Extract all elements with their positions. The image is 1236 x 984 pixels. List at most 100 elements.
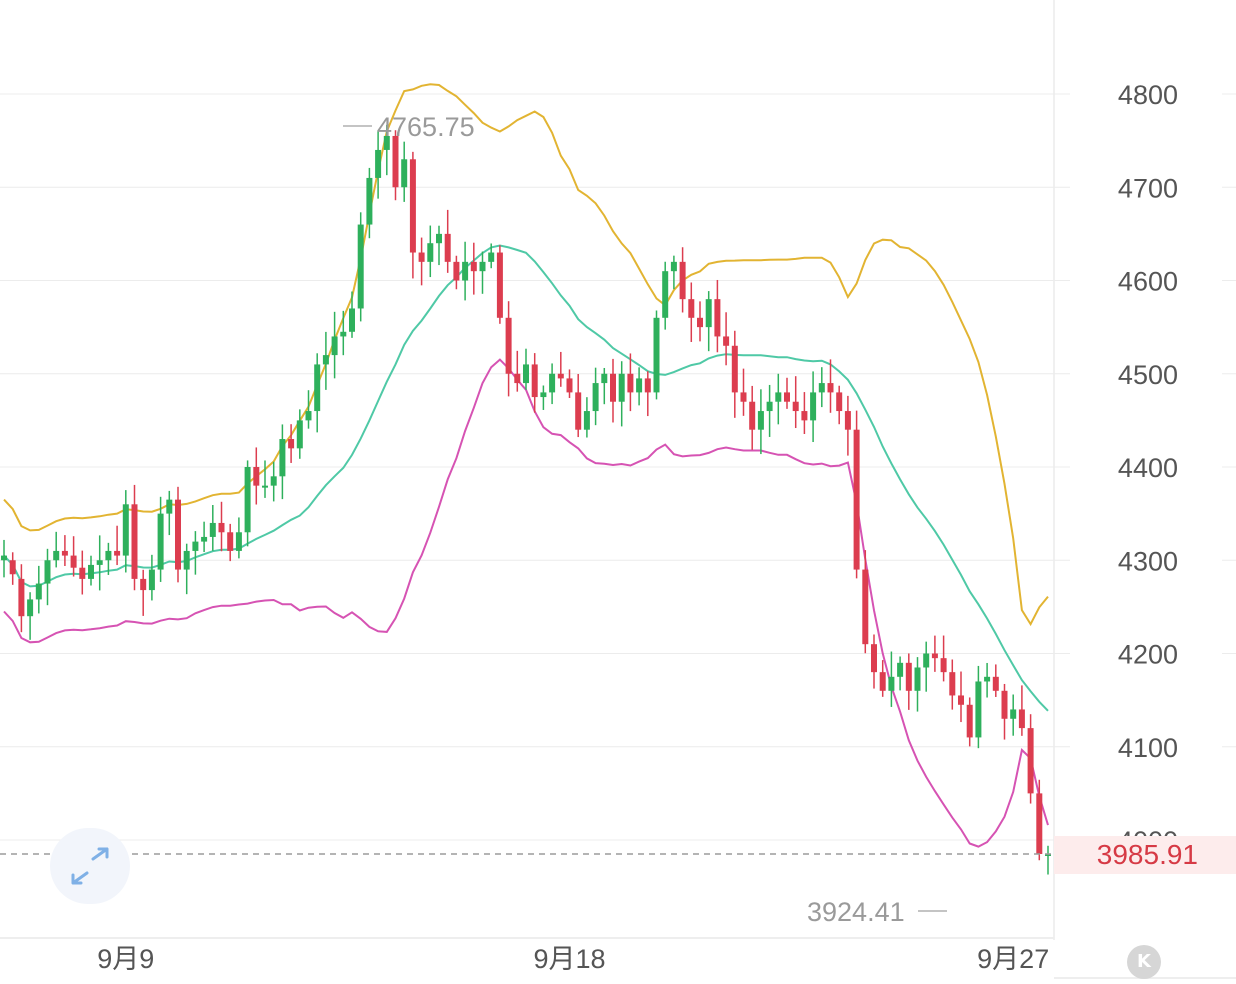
x-tick-label: 9月9 — [97, 944, 154, 974]
candle-body — [453, 261, 460, 281]
candle-body — [496, 252, 503, 318]
candle-body — [227, 532, 234, 551]
candle-body — [575, 392, 582, 430]
low-marker-label: 3924.41 — [807, 897, 905, 927]
candle-body — [853, 429, 860, 570]
candle-body — [1018, 709, 1025, 729]
candle-body — [679, 261, 686, 300]
y-tick-label: 4800 — [1118, 80, 1178, 110]
candle-body — [766, 401, 773, 412]
candle-body — [636, 378, 643, 393]
candle-body — [183, 550, 190, 570]
candle-body — [644, 378, 651, 393]
candle-body — [218, 522, 225, 533]
candle-body — [401, 159, 408, 188]
lower-band-line — [3, 358, 1049, 848]
candle-body — [897, 662, 904, 677]
candle-body — [775, 392, 782, 402]
y-tick-label: 4500 — [1118, 360, 1178, 390]
candle-body — [305, 411, 312, 421]
candle-body — [27, 599, 34, 617]
candle-body — [740, 392, 747, 402]
last-price-label: 3985.91 — [1096, 839, 1198, 870]
candle-body — [531, 364, 538, 398]
candle-body — [357, 224, 364, 309]
candle-body — [931, 653, 938, 659]
candle-body — [836, 392, 843, 412]
candle-body — [757, 411, 764, 430]
candle-body — [340, 331, 347, 337]
candle-body — [314, 364, 321, 412]
candle-body — [505, 317, 512, 374]
candle-body — [731, 345, 738, 393]
candle-body — [488, 252, 495, 262]
candle-body — [114, 550, 121, 556]
y-tick-label: 4200 — [1118, 640, 1178, 670]
candle-body — [984, 676, 991, 682]
candle-body — [436, 233, 442, 244]
candle-body — [949, 672, 956, 696]
candle-body — [244, 467, 251, 533]
candle-body — [653, 317, 660, 393]
candle-body — [958, 695, 964, 705]
candle-body — [827, 383, 834, 393]
candle-body — [470, 261, 477, 272]
candle-body — [296, 420, 303, 449]
candle-body — [270, 476, 277, 486]
candle-body — [157, 513, 164, 570]
candle-body — [9, 560, 16, 575]
candle-body — [818, 383, 825, 393]
candle-body — [418, 252, 425, 262]
candle-body — [592, 383, 599, 412]
expand-chart-button[interactable] — [50, 828, 130, 904]
candle-body — [905, 662, 912, 691]
candle-body — [148, 569, 155, 591]
candle-body — [940, 658, 947, 673]
candle-body — [35, 583, 42, 600]
candle-body — [618, 373, 625, 402]
candle-body — [966, 704, 973, 738]
candle-body — [888, 676, 895, 691]
candle-body — [923, 653, 930, 668]
candle-body — [166, 499, 173, 514]
candle-body — [383, 135, 390, 150]
candle-body — [175, 499, 181, 570]
candle-body — [549, 373, 556, 393]
candle-body — [801, 411, 808, 421]
candle-body — [610, 373, 616, 402]
candle-body — [1036, 793, 1043, 854]
candle-body — [670, 261, 677, 272]
high-marker-label: 4765.75 — [377, 112, 475, 142]
candle-body — [975, 681, 982, 738]
candle-body — [662, 271, 669, 318]
expand-arrows-icon — [71, 847, 109, 885]
middle-band-line — [3, 244, 1049, 712]
candle-body — [331, 336, 338, 356]
candle-body — [253, 467, 260, 486]
candle-body — [862, 569, 869, 645]
candle-body — [262, 485, 268, 488]
candle-body — [583, 411, 590, 430]
candle-body — [810, 392, 817, 421]
candle-body — [514, 373, 521, 384]
collapse-panel-icon[interactable]: K — [1127, 945, 1161, 979]
candle-body — [914, 667, 921, 691]
candle-body — [1001, 690, 1008, 719]
last-price-tag — [1054, 836, 1236, 874]
candle-body — [322, 355, 329, 365]
y-tick-label: 4700 — [1118, 173, 1178, 203]
candle-body — [714, 299, 721, 337]
candle-body — [479, 261, 486, 272]
candle-body — [566, 378, 573, 393]
candle-body — [53, 550, 60, 561]
candle-body — [61, 550, 68, 556]
candle-body — [871, 644, 877, 673]
candle-body — [627, 373, 634, 393]
candle-body — [697, 317, 703, 328]
candle-body — [70, 555, 77, 568]
y-tick-label: 4400 — [1118, 453, 1178, 483]
candle-body — [79, 567, 86, 579]
candle-body — [122, 504, 129, 556]
y-tick-label: 4100 — [1118, 733, 1178, 763]
